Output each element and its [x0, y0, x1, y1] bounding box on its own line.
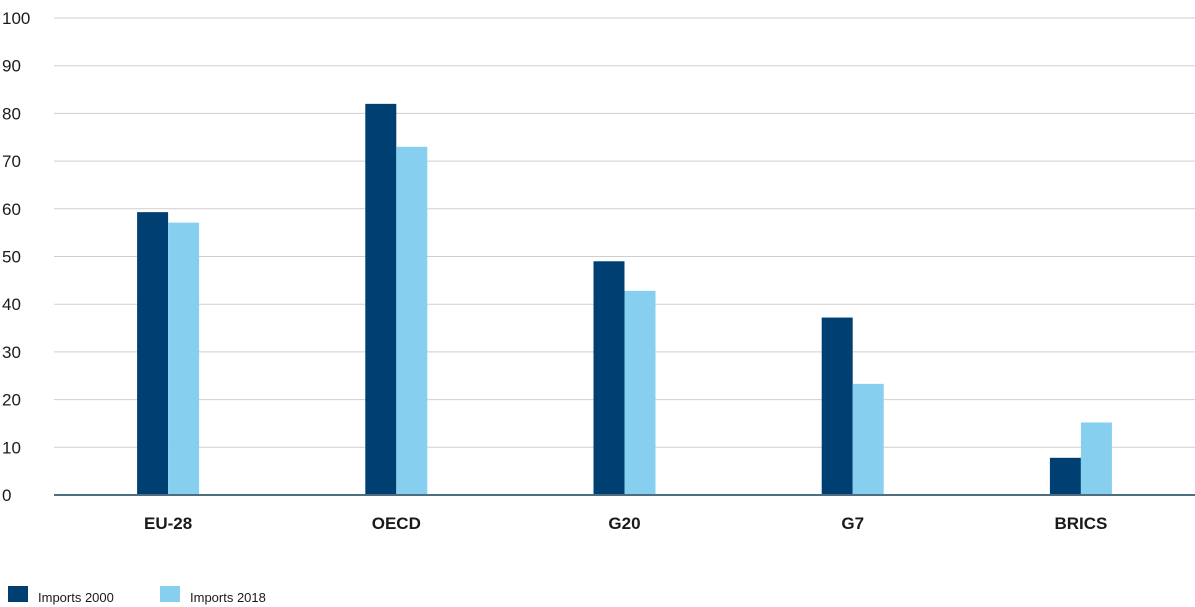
x-category-label: G20: [608, 514, 640, 533]
y-tick-label: 100: [2, 9, 30, 28]
bar-g20-imports-2000: [593, 261, 625, 495]
bar-g7-imports-2000: [821, 317, 853, 495]
y-tick-label: 0: [2, 486, 11, 505]
bar-g7-imports-2018: [852, 383, 884, 495]
bar-eu-28-imports-2018: [168, 222, 200, 495]
bars: [137, 103, 1112, 496]
legend-label: Imports 2018: [190, 590, 266, 605]
x-category-label: G7: [841, 514, 864, 533]
x-category-label: OECD: [372, 514, 421, 533]
legend-swatch: [8, 586, 28, 602]
y-tick-label: 60: [2, 200, 21, 219]
bar-oecd-imports-2018: [396, 146, 428, 496]
y-tick-label: 70: [2, 152, 21, 171]
gridlines: [54, 17, 1195, 448]
bar-brics-imports-2000: [1049, 457, 1081, 495]
y-tick-label: 80: [2, 104, 21, 123]
bar-brics-imports-2018: [1080, 422, 1112, 495]
y-tick-label: 20: [2, 391, 21, 410]
y-axis-tick-labels: 0 10 20 30 40 50 60 70 80 90 100: [2, 9, 30, 505]
legend-swatch: [160, 586, 180, 602]
y-tick-label: 10: [2, 438, 21, 457]
x-axis-category-labels: EU-28 OECD G20 G7 BRICS: [144, 514, 1107, 533]
y-tick-label: 50: [2, 248, 21, 267]
y-tick-label: 30: [2, 343, 21, 362]
x-category-label: EU-28: [144, 514, 192, 533]
y-tick-label: 90: [2, 57, 21, 76]
x-category-label: BRICS: [1054, 514, 1107, 533]
legend-label: Imports 2000: [38, 590, 114, 605]
y-tick-label: 40: [2, 295, 21, 314]
bar-oecd-imports-2000: [365, 103, 397, 496]
bar-g20-imports-2018: [624, 290, 656, 495]
bar-eu-28-imports-2000: [137, 212, 169, 495]
legend: Imports 2000 Imports 2018: [8, 586, 266, 605]
